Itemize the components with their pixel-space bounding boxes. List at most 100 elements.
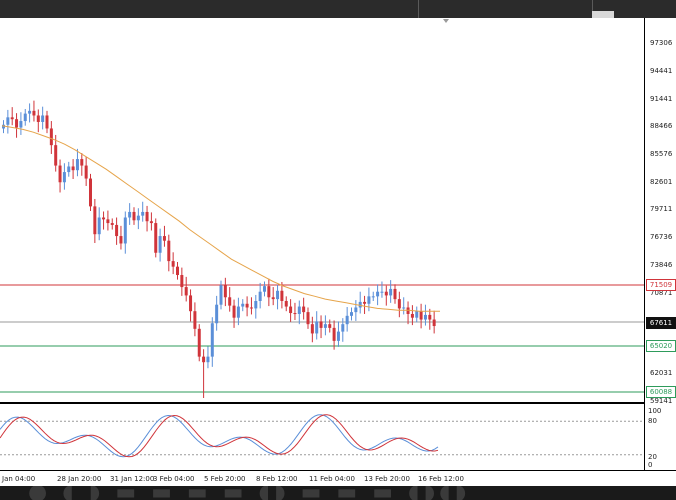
bull-candle	[158, 236, 162, 253]
price-tick: 85576	[650, 150, 673, 158]
bear-candle	[428, 314, 432, 320]
bear-candle	[249, 307, 253, 309]
oscillator-tick: 100	[648, 407, 662, 415]
bull-candle	[2, 124, 5, 129]
bear-candle	[410, 313, 414, 318]
oscillator-tick: 20	[648, 453, 657, 461]
topbar-divider	[592, 0, 593, 18]
bear-candle	[228, 297, 232, 306]
bear-candle	[202, 356, 206, 363]
bull-candle	[241, 303, 245, 307]
bull-candle	[389, 288, 393, 296]
scroll-marker-icon	[443, 19, 449, 23]
stochastic-svg[interactable]	[0, 404, 644, 470]
panel-separator[interactable]	[0, 402, 644, 404]
bear-candle	[419, 311, 423, 320]
bull-candle	[258, 291, 262, 301]
bear-candle	[197, 328, 201, 357]
bull-candle	[128, 211, 132, 218]
time-tick: 28 Jan 20:00	[57, 475, 102, 483]
bull-candle	[236, 306, 240, 318]
price-tick: 59141	[650, 397, 673, 405]
stochastic-panel[interactable]	[0, 404, 644, 470]
bear-candle	[15, 119, 19, 128]
bull-candle	[354, 307, 358, 313]
bear-candle	[393, 288, 397, 300]
bear-candle	[293, 313, 297, 315]
price-tick: 79711	[650, 205, 673, 213]
price-tick: 76736	[650, 233, 673, 241]
time-tick: 11 Feb 04:00	[309, 475, 355, 483]
bull-candle	[141, 211, 145, 216]
bear-candle	[102, 217, 106, 220]
bear-candle	[106, 219, 110, 224]
price-tick: 82601	[650, 178, 673, 186]
resistance-price-tag: 71509	[646, 279, 676, 291]
bear-candle	[89, 178, 92, 207]
bull-candle	[6, 117, 10, 125]
bull-candle	[371, 296, 375, 298]
time-axis[interactable]: Jan 04:00 28 Jan 20:00 31 Jan 12:00 3 Fe…	[0, 470, 676, 487]
bear-candle	[245, 303, 249, 308]
stochastic-signal-line	[0, 414, 439, 458]
time-tick: 31 Jan 12:00	[110, 475, 155, 483]
bull-candle	[423, 314, 427, 320]
price-chart-svg[interactable]	[0, 19, 644, 402]
bear-candle	[176, 266, 179, 276]
bear-candle	[36, 115, 40, 122]
bear-candle	[110, 223, 114, 225]
bear-candle	[115, 224, 119, 237]
bear-candle	[54, 145, 58, 166]
current-price-tag: 67611	[646, 317, 676, 329]
time-tick: 3 Feb 04:00	[153, 475, 195, 483]
bear-candle	[71, 166, 75, 171]
watermark-graphic: ● ◖ ◗ ▬ ▬ ▬ ▬ ◖◗ ▬ ▬ ▬ ◖◗◖◗	[28, 486, 471, 500]
bull-candle	[75, 159, 79, 171]
price-tick: 91441	[650, 95, 673, 103]
bull-candle	[219, 285, 223, 305]
bear-candle	[223, 285, 227, 298]
topbar-divider	[418, 0, 419, 18]
bear-candle	[132, 211, 136, 221]
bull-candle	[402, 307, 406, 309]
price-tick: 70871	[650, 289, 673, 297]
bull-candle	[97, 217, 101, 235]
bull-candle	[350, 312, 353, 316]
bear-candle	[184, 287, 188, 296]
price-tick: 88466	[650, 122, 673, 130]
bear-candle	[58, 165, 62, 183]
bear-candle	[310, 324, 314, 334]
topbar-tab[interactable]	[592, 11, 614, 18]
bull-candle	[345, 315, 349, 325]
bull-candle	[323, 324, 327, 328]
bear-candle	[319, 321, 323, 328]
bull-candle	[210, 323, 214, 357]
price-chart-panel[interactable]	[0, 19, 644, 402]
bear-candle	[432, 319, 436, 327]
bear-candle	[180, 275, 184, 288]
bull-candle	[67, 166, 71, 173]
bull-candle	[215, 304, 219, 324]
price-tick: 97306	[650, 39, 673, 47]
bear-candle	[49, 128, 53, 146]
bear-candle	[271, 297, 275, 300]
bear-candle	[267, 286, 271, 298]
bear-candle	[384, 291, 388, 296]
time-tick: Jan 04:00	[2, 475, 36, 483]
bull-candle	[19, 121, 23, 128]
bull-candle	[123, 217, 127, 244]
oscillator-tick: 0	[648, 461, 653, 469]
bear-candle	[119, 236, 123, 244]
bull-candle	[41, 115, 45, 122]
bear-candle	[84, 165, 88, 179]
bear-candle	[232, 305, 236, 318]
stochastic-main-line	[0, 414, 439, 458]
bear-candle	[167, 240, 171, 262]
bear-candle	[189, 295, 193, 312]
oscillator-tick: 80	[648, 417, 657, 425]
bear-candle	[171, 261, 175, 267]
bull-candle	[376, 291, 380, 297]
support-price-tag: 65020	[646, 340, 676, 352]
bull-candle	[415, 311, 419, 318]
bear-candle	[193, 311, 197, 329]
